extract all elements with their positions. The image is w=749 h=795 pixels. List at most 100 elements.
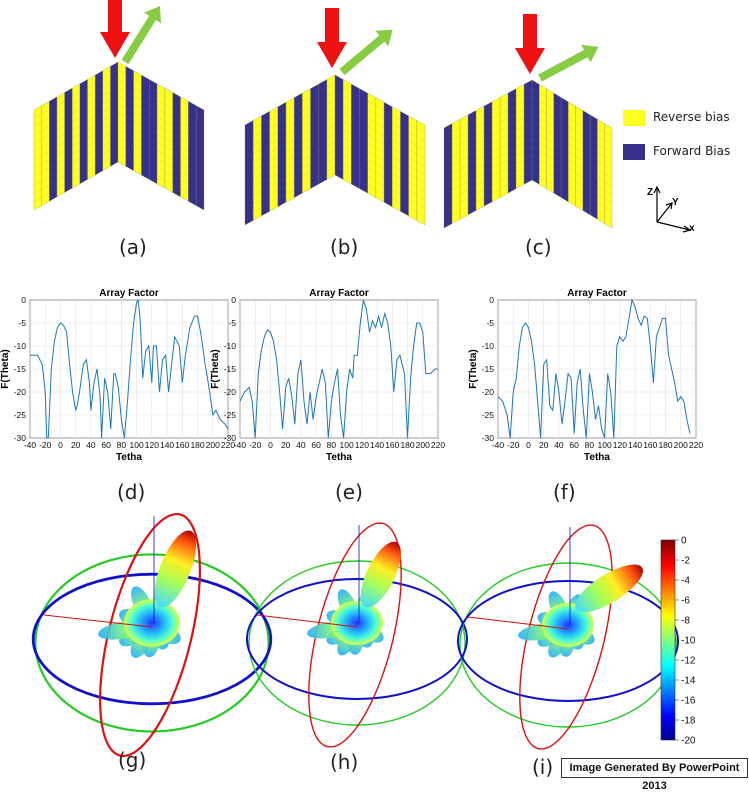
x-tick-label: 60 <box>101 440 111 450</box>
x-tick-label: 160 <box>385 440 399 450</box>
x-tick-label: 20 <box>71 440 81 450</box>
x-tick-label: 140 <box>628 440 642 450</box>
x-axis-label: Tetha <box>116 452 142 463</box>
colorbar-tick-label: -14 <box>681 676 696 687</box>
x-tick-label: 100 <box>130 440 144 450</box>
colorbar-tick-label: -20 <box>681 736 696 747</box>
colorbar-tick-label: 0 <box>681 536 687 547</box>
x-tick-label: 140 <box>370 440 384 450</box>
main-lobe <box>360 541 401 608</box>
x-tick-label: 200 <box>206 440 220 450</box>
metasurface-panel-c <box>443 14 613 229</box>
y-tick-label: -20 <box>14 387 27 397</box>
green-ring <box>459 562 677 728</box>
x-tick-label: -20 <box>507 440 520 450</box>
x-tick-label: 40 <box>86 440 96 450</box>
pattern-core <box>331 601 383 645</box>
x-axis-label: Tetha <box>584 452 610 463</box>
x-tick-label: 60 <box>569 440 579 450</box>
legend-forward-swatch <box>623 144 645 160</box>
x-tick-label: 120 <box>355 440 369 450</box>
y-tick-label: -15 <box>14 364 27 374</box>
x-tick-label: 220 <box>221 440 235 450</box>
colorbar-tick-label: -16 <box>681 696 696 707</box>
radiation-pattern-g <box>31 512 273 758</box>
x-tick-label: 80 <box>327 440 337 450</box>
y-tick-label: -10 <box>482 341 495 351</box>
colorbar-ticks: 0 -2 -4 -6 -8 -10 -12 -14 -16 -18 -20 <box>675 536 696 747</box>
array-factor-line <box>497 298 691 439</box>
y-tick-label: -30 <box>482 433 495 443</box>
pattern-core <box>123 599 181 647</box>
x-tick-label: 100 <box>340 440 354 450</box>
legend-reverse-label: Reverse bias <box>653 110 730 124</box>
array-factor-chart-f: -40 -20 0 20 40 60 80 100 120 140 160 180 200 2200-5-… <box>468 288 703 463</box>
x-tick-label: 180 <box>658 440 672 450</box>
x-tick-label: 20 <box>539 440 549 450</box>
y-tick-label: -5 <box>18 318 26 328</box>
main-lobe <box>154 530 197 608</box>
x-tick-label: 60 <box>311 440 321 450</box>
y-tick-label: -5 <box>486 318 494 328</box>
x-tick-label: 0 <box>268 440 273 450</box>
x-tick-label: 0 <box>526 440 531 450</box>
reflected-arrow-icon <box>339 29 393 76</box>
x-axis-label: Tetha <box>326 452 352 463</box>
array-factor-chart-d: -40 -20 0 20 40 60 80 100 120 140 160 180 200 2200-5-… <box>0 288 235 463</box>
x-tick-label: 100 <box>598 440 612 450</box>
blue-ring <box>246 578 468 700</box>
panel-label-g: (g) <box>118 748 147 772</box>
x-tick-label: -40 <box>492 440 505 450</box>
array-factor-line <box>30 298 229 439</box>
x-tick-label: 120 <box>145 440 159 450</box>
y-tick-label: -10 <box>14 341 27 351</box>
axis-z-label: Z <box>647 187 653 198</box>
x-tick-label: 200 <box>674 440 688 450</box>
panel-label-a: (a) <box>119 235 147 259</box>
y-tick-label: -15 <box>482 364 495 374</box>
radiation-pattern-h <box>246 522 468 748</box>
x-tick-label: 80 <box>117 440 127 450</box>
x-tick-label: 0 <box>58 440 63 450</box>
main-lobe <box>575 564 643 613</box>
y-axis-label: F(Theta) <box>0 349 11 388</box>
blue-ring <box>457 580 679 702</box>
metasurface-panel-b <box>244 8 426 226</box>
incident-arrow-icon <box>515 14 545 74</box>
x-tick-label: -20 <box>249 440 262 450</box>
panel-label-e: (e) <box>335 480 363 504</box>
x-tick-label: 120 <box>613 440 627 450</box>
panel-label-h: (h) <box>330 750 359 774</box>
incident-arrow-icon <box>317 8 347 68</box>
green-ring <box>34 553 270 733</box>
x-tick-label: 220 <box>431 440 445 450</box>
array-factor-line <box>239 299 438 439</box>
y-tick-label: -20 <box>482 387 495 397</box>
incident-arrow-icon <box>100 0 130 58</box>
legend-reverse: Reverse bias <box>653 110 730 124</box>
y-tick-label: 0 <box>489 295 494 305</box>
x-tick-label: -20 <box>39 440 52 450</box>
legend-forward: Forward Bias <box>653 144 730 158</box>
pattern-core <box>542 603 594 647</box>
metasurface-panel-a <box>33 0 205 211</box>
reflected-arrow-icon <box>121 6 162 65</box>
legend-forward-label: Forward Bias <box>653 144 731 158</box>
x-axis-line <box>43 614 153 628</box>
panel-label-c: (c) <box>525 235 552 259</box>
powerpoint-credit-logo: Image Generated By PowerPoint 2013 <box>561 758 748 792</box>
colorbar-tick-label: -2 <box>681 556 690 567</box>
x-tick-label: 80 <box>585 440 595 450</box>
y-tick-label: -25 <box>14 410 27 420</box>
x-axis-line <box>467 616 569 630</box>
y-tick-label: -30 <box>14 433 27 443</box>
x-tick-label: 180 <box>400 440 414 450</box>
x-tick-label: 160 <box>643 440 657 450</box>
panel-label-d: (d) <box>117 480 146 504</box>
panel-label-f: (f) <box>553 480 576 504</box>
colorbar-tick-label: -12 <box>681 656 696 667</box>
x-tick-label: 40 <box>296 440 306 450</box>
x-tick-label: 160 <box>175 440 189 450</box>
y-axis-label: F(Theta) <box>468 349 479 388</box>
